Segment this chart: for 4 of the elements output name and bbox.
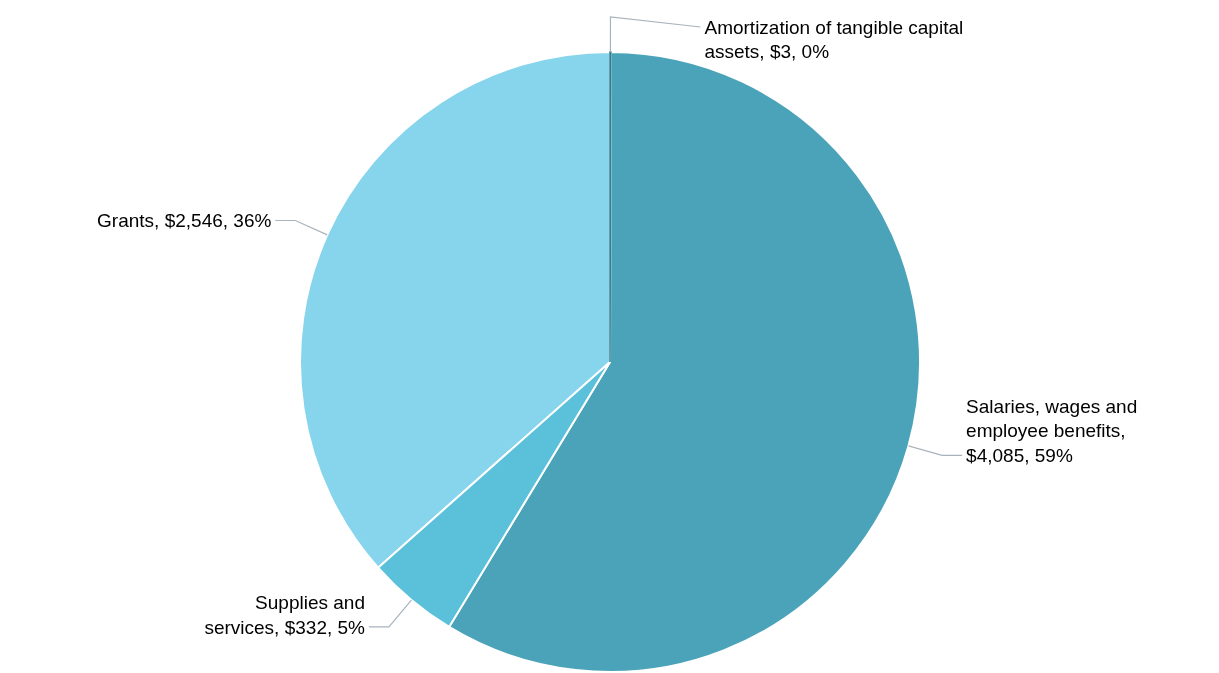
slice-label: Amortization of tangible capital assets, $3, 0% — [704, 16, 964, 63]
slice-label: Supplies and services, $332, 5% — [204, 591, 366, 638]
slice-label: Salaries, wages and employee benefits, $4,085, 59% — [966, 395, 1138, 467]
slice-label: Grants, $2,546, 36% — [97, 210, 272, 232]
